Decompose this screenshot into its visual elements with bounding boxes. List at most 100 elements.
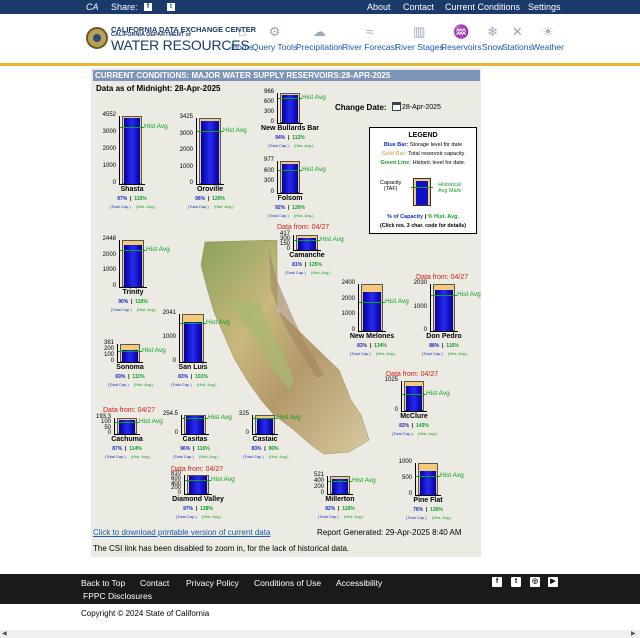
nav-river-stages[interactable]: ▥ River Stages: [395, 24, 444, 52]
pct-hist-avg: 111%: [132, 374, 145, 380]
data-from-note: Data from: 04/27: [277, 224, 330, 231]
nav-query-tools[interactable]: ⚙ Query Tools: [252, 24, 298, 52]
footer-conditions-of-use[interactable]: Conditions of Use: [254, 578, 322, 588]
contact-link[interactable]: Contact: [403, 2, 435, 12]
reservoir-percentages: 82% | 116%: [325, 506, 355, 512]
hist-avg-caption: (Hist. Avg.): [197, 382, 217, 387]
tick-label: 0: [286, 246, 290, 252]
storage-bar: [420, 471, 436, 495]
reservoir-name[interactable]: Casitas: [182, 436, 208, 443]
facebook-icon[interactable]: f: [144, 3, 152, 11]
instagram-icon[interactable]: ◎: [530, 577, 540, 587]
axis-baseline: [196, 184, 224, 185]
tick-label: 100: [103, 352, 114, 358]
tick-label: 300: [263, 109, 274, 115]
axis-baseline: [415, 495, 441, 496]
pct-hist-avg: 101%: [195, 374, 208, 380]
youtube-icon[interactable]: ▶: [548, 577, 558, 587]
footer-contact[interactable]: Contact: [140, 578, 170, 588]
pct-hist-avg: 115%: [134, 196, 147, 202]
hist-avg-label: Hist Avg: [426, 390, 450, 397]
nav-river-forecast[interactable]: ≈ River Forecast: [342, 24, 398, 52]
tools-icon: ✕: [511, 24, 523, 39]
total-cap-caption: (Total Cap.): [422, 351, 443, 356]
ca-gov-logo[interactable]: CA: [86, 2, 99, 12]
footer-back-to-top[interactable]: Back to Top: [81, 578, 126, 588]
calendar-icon[interactable]: [392, 102, 401, 111]
horizontal-scrollbar[interactable]: ◀ ▶: [0, 630, 640, 638]
total-cap-caption: (Total Cap.): [105, 454, 126, 459]
nav-reservoirs[interactable]: ♒ Reservoirs: [441, 24, 482, 52]
reservoir-name[interactable]: Millerton: [325, 496, 355, 503]
tick-label: 0: [172, 358, 176, 364]
reservoir-name[interactable]: Don Pedro: [426, 333, 462, 340]
reservoir-percentages: 76% | 130%: [413, 507, 443, 513]
hist-avg-line: [115, 422, 139, 423]
settings-link[interactable]: Settings: [528, 2, 561, 12]
reservoir-name[interactable]: Shasta: [120, 186, 144, 193]
tick-label: 0: [270, 189, 274, 195]
reservoir-percentages: 97% | 115%: [117, 196, 147, 202]
reservoir-name[interactable]: Cachuma: [111, 436, 143, 443]
hist-avg-label: Hist Avg: [206, 319, 230, 326]
current-conditions-link[interactable]: Current Conditions: [445, 2, 521, 12]
tick-label: 0: [423, 327, 427, 333]
reservoir-name[interactable]: New Bullards Bar: [261, 125, 319, 132]
tick-label: 2448: [102, 236, 116, 242]
about-link[interactable]: About: [367, 2, 391, 12]
change-date-value[interactable]: 28-Apr-2025: [402, 104, 441, 111]
nav-snow[interactable]: ❄ Snow: [482, 24, 504, 52]
reservoir-percentages: 87% | 114%: [112, 446, 142, 452]
data-from-note: Data from: 04/27: [386, 371, 439, 378]
reservoir-name[interactable]: Pine Flat: [413, 497, 443, 504]
twitter-icon[interactable]: t: [511, 577, 521, 587]
pct-capacity: 83%: [357, 343, 368, 349]
axis-baseline: [184, 494, 212, 495]
nav-home[interactable]: ⌂ Home: [231, 24, 254, 52]
tick-label: 600: [263, 99, 274, 105]
axis-line: [252, 415, 253, 434]
nav-weather[interactable]: ☀ Weather: [532, 24, 564, 52]
pct-hist-avg: 120%: [212, 196, 225, 202]
scroll-right-arrow[interactable]: ▶: [631, 631, 636, 637]
facebook-icon[interactable]: f: [492, 577, 502, 587]
dwr-seal-logo[interactable]: [86, 27, 108, 49]
twitter-icon[interactable]: t: [167, 3, 175, 11]
reservoir-percentages: 69% | 111%: [115, 374, 145, 380]
reservoir-name[interactable]: Folsom: [277, 195, 303, 202]
california-map: [200, 240, 370, 455]
nav-stations[interactable]: ✕ Stations: [502, 24, 533, 52]
tick-label: 400: [170, 480, 181, 487]
hist-avg-caption: (Hist. Avg.): [432, 515, 452, 520]
scroll-left-arrow[interactable]: ◀: [2, 631, 7, 637]
tick-label: 200: [170, 485, 181, 492]
pct-capacity: 81%: [292, 262, 303, 268]
reservoir-name[interactable]: San Luis: [178, 364, 208, 371]
storage-bar: [119, 420, 135, 434]
reservoir-name[interactable]: Sonoma: [116, 364, 144, 371]
reservoir-name[interactable]: Trinity: [122, 289, 144, 296]
reservoir-name[interactable]: Castaic: [252, 436, 278, 443]
tick-label: 1000: [179, 163, 193, 170]
reservoir-name[interactable]: Camanche: [289, 252, 325, 259]
footer-fppc-disclosures[interactable]: FPPC Disclosures: [83, 591, 152, 601]
footer-privacy-policy[interactable]: Privacy Policy: [186, 578, 239, 588]
reservoir-name[interactable]: McClure: [400, 413, 428, 420]
reservoir-name[interactable]: New Melones: [349, 333, 395, 340]
footer-accessibility[interactable]: Accessibility: [336, 578, 383, 588]
total-cap-caption: (Total Cap.): [110, 204, 131, 209]
site-footer: Back to Top Contact Privacy Policy Condi…: [0, 574, 640, 604]
hist-avg-line: [118, 351, 142, 352]
pct-hist-avg: 96%: [268, 446, 279, 452]
reservoir-name[interactable]: Oroville: [196, 186, 224, 193]
reservoir-name[interactable]: Diamond Valley: [172, 496, 224, 503]
hist-avg-line: [120, 127, 144, 128]
hist-avg-line: [359, 302, 385, 303]
download-printable-link[interactable]: Click to download printable version of c…: [93, 528, 271, 537]
pct-capacity: 88%: [429, 343, 440, 349]
pct-capacity: 94%: [275, 135, 286, 141]
nav-precipitation[interactable]: ☁ Precipitation: [296, 24, 343, 52]
tick-label: 200: [313, 484, 324, 490]
tick-label: 2000: [102, 146, 116, 152]
tick-label: 2041: [162, 310, 176, 316]
